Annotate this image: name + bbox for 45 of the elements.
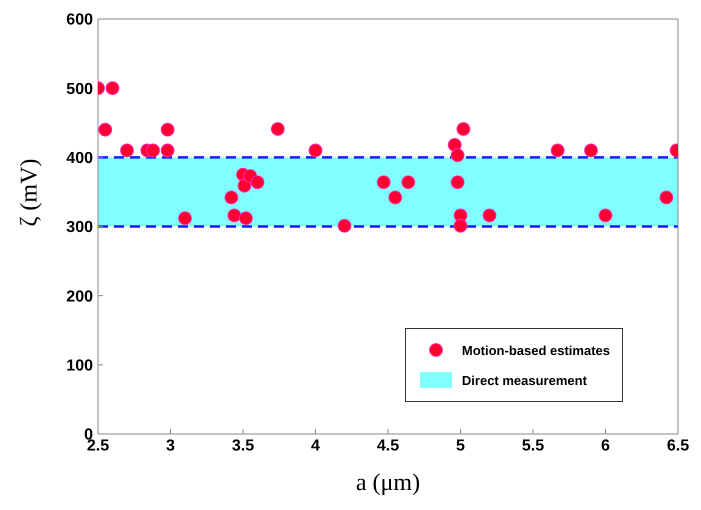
- point: [250, 175, 264, 190]
- y-axis-title: ζ (mV): [16, 158, 43, 226]
- point: [598, 208, 612, 222]
- point: [376, 175, 391, 190]
- point: [584, 144, 598, 158]
- x-tick-label: 3: [166, 437, 176, 454]
- point: [98, 122, 112, 137]
- point: [482, 208, 496, 222]
- point: [270, 122, 285, 136]
- x-axis-title: a (μm): [356, 470, 420, 496]
- point: [239, 211, 253, 226]
- y-tick-label: 300: [66, 219, 94, 236]
- point: [456, 122, 470, 136]
- x-tick-label: 5.5: [522, 437, 544, 454]
- point: [308, 144, 322, 158]
- point: [120, 144, 134, 158]
- point: [454, 218, 468, 233]
- x-tick-label: 4: [311, 437, 320, 454]
- point: [178, 211, 192, 226]
- point: [450, 148, 464, 162]
- point: [401, 175, 416, 190]
- x-tick-label: 6.5: [666, 437, 690, 454]
- y-tick-label: 500: [66, 80, 94, 98]
- legend-label: Direct measurement: [462, 372, 587, 388]
- y-tick-label: 100: [66, 358, 94, 375]
- x-tick-label: 6: [601, 437, 610, 454]
- point: [224, 190, 238, 204]
- point: [146, 144, 160, 158]
- x-tick-label: 3.5: [232, 437, 254, 454]
- point: [227, 208, 242, 222]
- point: [660, 190, 674, 204]
- y-tick-label: 200: [66, 288, 94, 306]
- y-tick-label: 600: [66, 12, 94, 29]
- point: [550, 144, 565, 158]
- point: [106, 81, 120, 96]
- point: [238, 178, 252, 193]
- x-tick-label: 4.5: [376, 437, 400, 454]
- legend-label: Motion-based estimates: [462, 342, 610, 358]
- point: [160, 122, 174, 137]
- x-tick-label: 5: [456, 437, 466, 454]
- point: [338, 218, 352, 233]
- y-tick-label: 400: [66, 150, 94, 168]
- point: [450, 175, 464, 190]
- point: [160, 144, 174, 158]
- point: [388, 190, 402, 204]
